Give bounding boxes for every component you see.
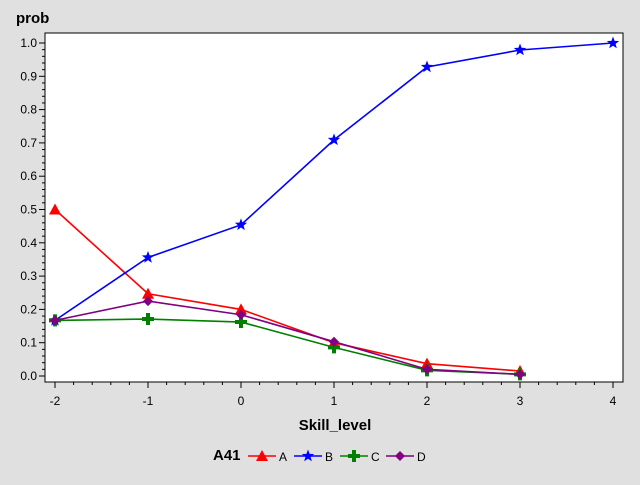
series-layer <box>48 36 620 381</box>
marker-triangle <box>256 450 268 461</box>
y-tick-label: 0.4 <box>20 236 37 250</box>
marker-star <box>513 43 527 56</box>
marker-triangle <box>235 303 247 315</box>
marker-plus <box>328 341 340 354</box>
y-tick-label: 0.6 <box>20 169 37 183</box>
y-tick-label: 0.5 <box>20 203 37 217</box>
marker-diamond <box>143 296 153 307</box>
marker-plus <box>142 313 154 326</box>
marker-star <box>234 218 248 231</box>
series-line-A <box>54 208 521 372</box>
marker-star <box>141 250 155 263</box>
marker-diamond <box>515 369 525 380</box>
marker-star <box>327 133 341 146</box>
y-axis-label: prob <box>16 10 49 27</box>
y-tick-label: 0.9 <box>20 69 37 83</box>
marker-triangle <box>421 357 433 369</box>
y-tick-label: 0.1 <box>20 336 37 350</box>
y-tick-label: 0.0 <box>20 369 37 383</box>
marker-plus <box>348 450 360 462</box>
marker-diamond <box>236 309 246 320</box>
x-tick-label: -1 <box>143 394 154 408</box>
marker-triangle <box>49 203 61 215</box>
marker-star <box>420 60 434 73</box>
y-tick-label: 0.8 <box>20 103 37 117</box>
series-line-C <box>54 318 521 376</box>
x-tick-label: 2 <box>424 394 431 408</box>
x-tick-label: 0 <box>238 394 245 408</box>
series-line-D <box>54 300 521 376</box>
x-tick-label: 1 <box>331 394 338 408</box>
x-tick-label: 4 <box>610 394 617 408</box>
x-tick-label: 3 <box>517 394 524 408</box>
y-tick-label: 1.0 <box>20 36 37 50</box>
marker-star <box>301 449 315 462</box>
marker-triangle <box>142 287 154 299</box>
marker-diamond <box>329 336 339 347</box>
marker-plus <box>235 316 247 329</box>
legend-title: A41 <box>213 447 241 464</box>
legend-label-B: B <box>325 450 333 464</box>
legend-label-A: A <box>279 450 287 464</box>
legend-label-D: D <box>417 450 426 464</box>
y-axis: 0.0 0.1 0.2 0.3 0.4 0.5 0.6 0.7 0.8 0.9 1.0 <box>20 36 45 383</box>
x-tick-label: -2 <box>50 394 61 408</box>
legend-label-C: C <box>371 450 380 464</box>
y-tick-label: 0.7 <box>20 136 37 150</box>
plot-area <box>44 32 624 383</box>
marker-star <box>606 36 620 49</box>
legend: A41 A B C D <box>213 447 426 464</box>
marker-diamond <box>422 364 432 375</box>
y-tick-label: 0.2 <box>20 302 37 316</box>
x-axis-label: Skill_level <box>299 417 372 434</box>
marker-diamond <box>395 451 405 461</box>
marker-diamond <box>50 315 60 326</box>
x-axis: -2 -1 0 1 2 3 4 <box>50 382 617 408</box>
y-tick-label: 0.3 <box>20 269 37 283</box>
